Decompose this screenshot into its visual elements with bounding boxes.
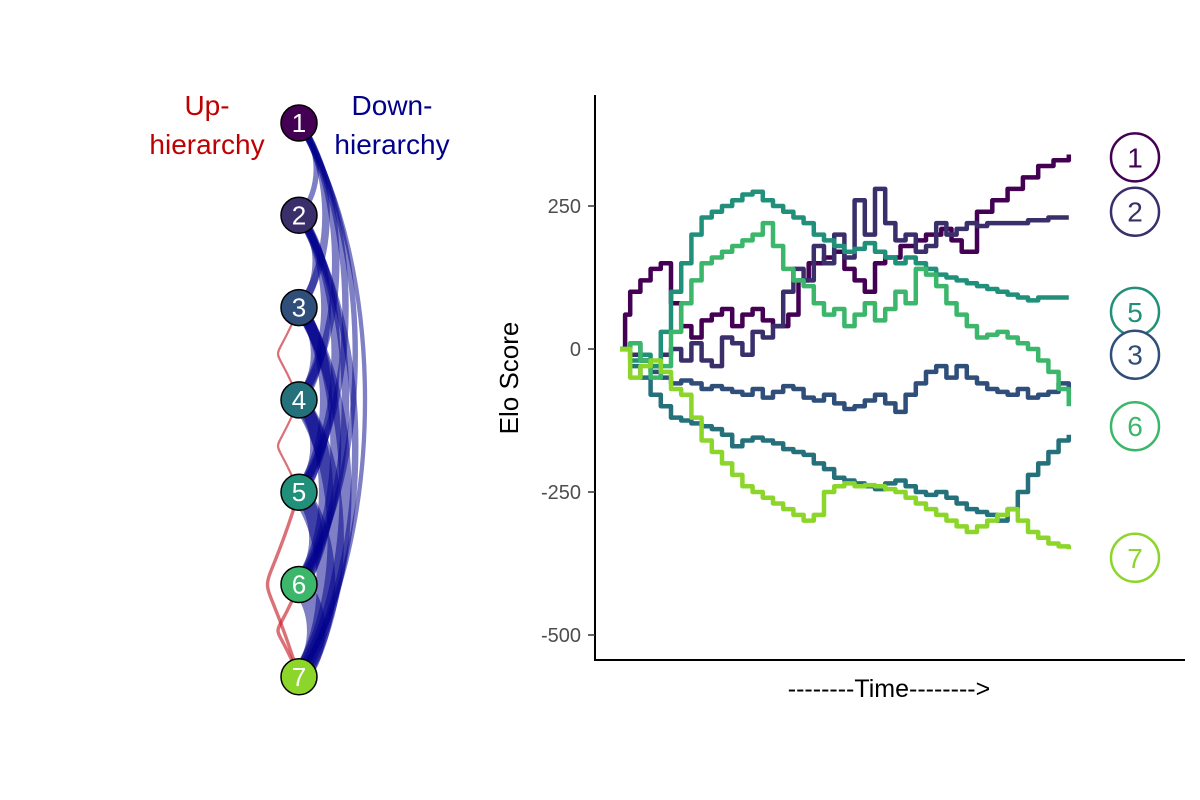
series-end-labels: 1 2 5 3 6 7 <box>1109 132 1161 584</box>
series-line-3 <box>620 341 1072 415</box>
hierarchy-network-panel: Up- hierarchy Down- hierarchy 1 2 3 4 5 6 7 <box>149 90 450 696</box>
down-hierarchy-legend-line-1: Down- <box>352 90 433 121</box>
series-end-label-badge-1 <box>1109 132 1161 183</box>
network-node-label-7: 7 <box>292 662 306 692</box>
network-node-5 <box>280 473 318 511</box>
series-line-5 <box>620 189 1069 369</box>
x-axis-label: --------Time--------> <box>788 675 990 703</box>
y-axis-ticks: 250 0 -250 -500 <box>541 196 595 647</box>
network-node-label-5: 5 <box>292 477 306 507</box>
network-node-3 <box>280 288 318 327</box>
network-nodes: 1 2 3 4 5 6 7 <box>280 104 318 696</box>
network-node-label-1: 1 <box>292 108 306 138</box>
series-end-label-5: 5 <box>1127 297 1143 328</box>
series-end-label-2: 2 <box>1127 197 1143 228</box>
series-line-7 <box>620 346 1072 550</box>
network-node-4 <box>280 381 318 419</box>
network-node-label-2: 2 <box>292 200 306 230</box>
series-line-6 <box>620 220 1072 407</box>
y-tick-label-0: 0 <box>570 339 581 361</box>
y-tick-label--250: -250 <box>541 482 581 504</box>
up-hierarchy-edge-7-6 <box>276 582 301 679</box>
series-lines <box>620 154 1072 550</box>
series-end-label-3: 3 <box>1127 340 1143 371</box>
series-line-2 <box>620 186 1069 369</box>
series-end-label-7: 7 <box>1127 543 1143 574</box>
series-end-label-1: 1 <box>1127 142 1143 173</box>
network-node-1 <box>280 104 318 142</box>
series-end-label-badge-7 <box>1109 532 1161 584</box>
y-tick-label--500: -500 <box>541 625 581 647</box>
network-node-7 <box>280 658 318 696</box>
up-hierarchy-edge-5-4 <box>276 398 301 494</box>
network-node-label-4: 4 <box>292 385 306 415</box>
up-hierarchy-legend-line-1: Up- <box>184 90 229 121</box>
up-hierarchy-edge-4-3 <box>276 306 301 401</box>
series-end-label-badge-6 <box>1109 400 1161 452</box>
series-end-label-badge-3 <box>1109 329 1161 380</box>
network-node-label-3: 3 <box>292 293 306 323</box>
series-end-label-badge-2 <box>1109 186 1161 237</box>
y-axis-label: Elo Score <box>494 322 524 435</box>
up-hierarchy-legend-line-2: hierarchy <box>149 129 264 160</box>
down-hierarchy-legend-line-2: hierarchy <box>334 129 449 160</box>
network-node-2 <box>280 196 318 235</box>
up-hierarchy-edge-7-5 <box>265 490 301 679</box>
network-node-6 <box>280 565 318 604</box>
y-tick-label-250: 250 <box>548 196 581 218</box>
series-end-label-6: 6 <box>1127 411 1143 442</box>
network-node-label-6: 6 <box>292 570 306 600</box>
elo-line-chart: 250 0 -250 -500 Elo Score --------Time-----… <box>494 95 1185 703</box>
